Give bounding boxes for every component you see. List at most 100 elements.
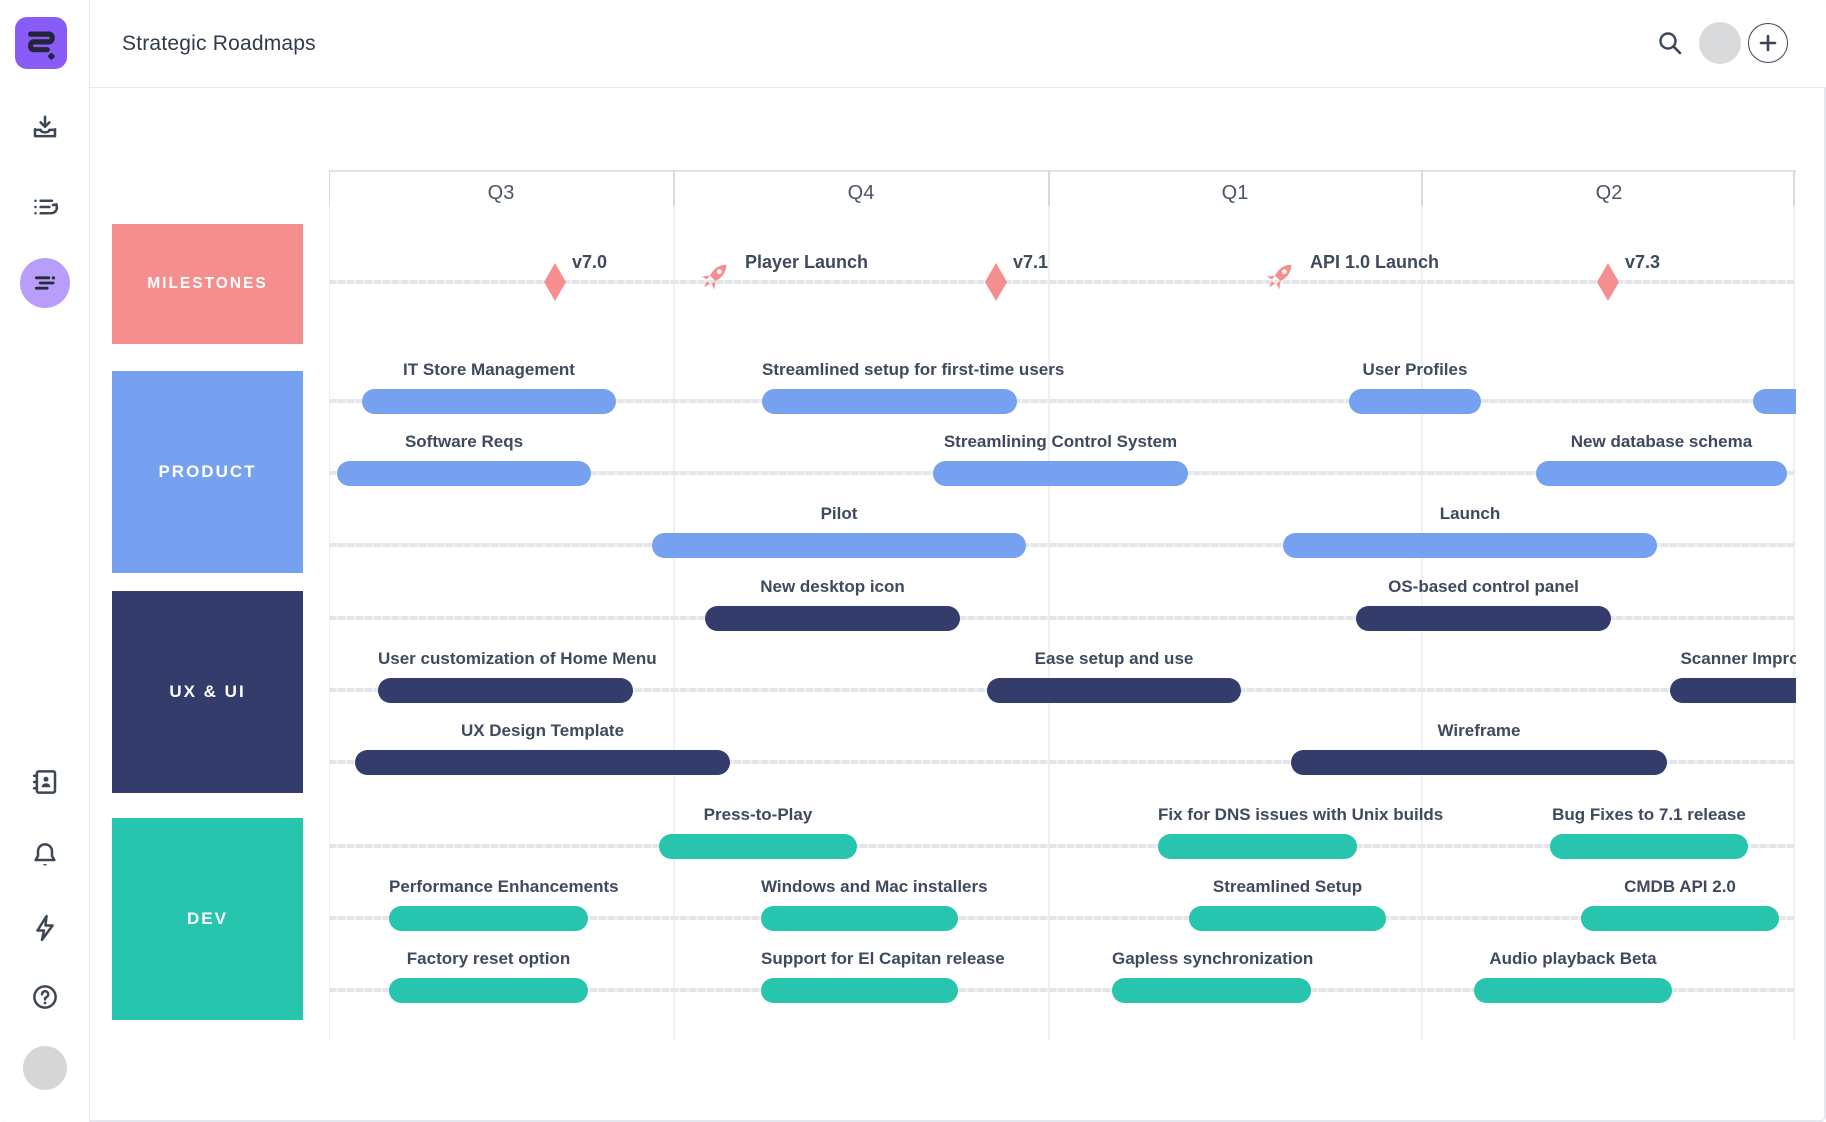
roadmap-bar[interactable] (1581, 906, 1779, 931)
roadmap-bar[interactable] (1356, 606, 1611, 631)
milestone-diamond-icon[interactable] (1597, 263, 1619, 301)
lane-label-milestones[interactable]: MILESTONES (112, 224, 303, 344)
track-line (329, 760, 1796, 764)
bar-label: Audio playback Beta (1489, 949, 1657, 968)
tray-download-icon (33, 115, 57, 138)
roadmap-bar[interactable] (987, 678, 1241, 703)
roadmap-bar[interactable] (355, 750, 730, 775)
roadmap-bar[interactable] (659, 834, 857, 859)
lightning-icon (36, 914, 54, 942)
bar-label: Streamlined Setup (1212, 877, 1363, 896)
roadmap-bar[interactable] (1349, 389, 1481, 414)
bar-label: Press-to-Play (703, 805, 813, 824)
roadmap-bar[interactable] (761, 906, 958, 931)
bar-label: Factory reset option (406, 949, 571, 968)
bell-icon (34, 843, 56, 866)
activity-button[interactable] (29, 912, 61, 944)
bar-label: Bug Fixes to 7.1 release (1552, 805, 1746, 824)
quarter-gridline (1793, 206, 1795, 1040)
roadmap-bar[interactable] (1550, 834, 1748, 859)
search-button[interactable] (1652, 25, 1688, 61)
quarter-tick (1421, 170, 1423, 206)
bar-label: Performance Enhancements (389, 877, 619, 896)
milestone-rocket-icon[interactable] (689, 254, 737, 302)
contacts-button[interactable] (29, 766, 61, 798)
bar-label: Software Reqs (404, 432, 524, 451)
bar-label: Support for El Capitan release (761, 949, 1005, 968)
milestone-diamond-icon[interactable] (544, 263, 566, 301)
help-button[interactable] (29, 981, 61, 1013)
milestone-label: v7.1 (1013, 252, 1049, 272)
roadmap-bar[interactable] (378, 678, 633, 703)
search-icon (1659, 32, 1682, 55)
roadmap-bar[interactable] (933, 461, 1188, 486)
track-line (329, 616, 1796, 620)
top-header (89, 0, 1826, 88)
quarter-label: Q2 (1595, 182, 1623, 204)
track-line (329, 399, 1796, 403)
bar-label: Scanner Impro (1680, 649, 1796, 668)
roadmap-bar[interactable] (652, 533, 1026, 558)
quarter-tick (673, 170, 675, 206)
quarter-label: Q4 (847, 182, 875, 204)
roadmap-bar[interactable] (389, 906, 588, 931)
milestone-label: Player Launch (745, 252, 869, 272)
bar-label: Wireframe (1437, 721, 1521, 740)
track-line (329, 280, 1796, 284)
bar-label: Windows and Mac installers (761, 877, 988, 896)
roadmap-bar[interactable] (389, 978, 588, 1003)
roadmap-bar[interactable] (1158, 834, 1357, 859)
roadmap-bar[interactable] (762, 389, 1017, 414)
lane-label-dev[interactable]: DEV (112, 818, 303, 1020)
bar-label: Fix for DNS issues with Unix builds (1158, 805, 1444, 824)
roadmap-bar[interactable] (337, 461, 591, 486)
question-circle-icon (33, 985, 57, 1009)
milestone-label: v7.0 (572, 252, 608, 272)
lane-label-ux-ui[interactable]: UX & UI (112, 591, 303, 793)
bar-label: Launch (1439, 504, 1501, 523)
bar-label: Gapless synchronization (1112, 949, 1314, 968)
address-book-icon (32, 770, 57, 794)
roadmap-bar[interactable] (362, 389, 616, 414)
roadmap-chart: Q3 Q4 Q1 Q2 v7.0 Player Launch v7.1 API 1.0 Lau… (329, 87, 1796, 1122)
milestone-label: v7.3 (1625, 252, 1661, 272)
roadmap-bar[interactable] (1291, 750, 1667, 775)
bar-label: UX Design Template (460, 721, 625, 740)
bar-label: IT Store Management (403, 360, 575, 379)
bar-label: Ease setup and use (1034, 649, 1194, 668)
roadmap-bar[interactable] (1753, 389, 1796, 414)
add-button[interactable] (1748, 23, 1788, 63)
sidebar (0, 0, 90, 1122)
bar-label: OS-based control panel (1388, 577, 1579, 596)
lane-label-product[interactable]: PRODUCT (112, 371, 303, 573)
roadmunk-squiggle-logo-icon (27, 31, 55, 60)
roadmap-bar[interactable] (1112, 978, 1311, 1003)
sidebar-logo[interactable] (15, 17, 67, 69)
account-avatar[interactable] (1699, 22, 1741, 64)
milestone-rocket-icon[interactable] (1254, 254, 1302, 302)
roadmap-bar[interactable] (1189, 906, 1386, 931)
nav-backlog-button[interactable] (29, 191, 61, 223)
list-return-icon (34, 199, 59, 215)
roadmap-bar[interactable] (1536, 461, 1787, 486)
bar-label: New database schema (1570, 432, 1753, 451)
roadmap-bar[interactable] (1283, 533, 1657, 558)
quarter-tick (329, 170, 330, 206)
notifications-button[interactable] (29, 839, 61, 871)
user-avatar[interactable] (23, 1046, 67, 1090)
nav-roadmaps-button[interactable] (20, 258, 70, 308)
track-line (329, 844, 1796, 848)
roadmap-bar[interactable] (761, 978, 958, 1003)
nav-import-button[interactable] (29, 112, 61, 144)
roadmap-bar[interactable] (1670, 678, 1796, 703)
quarter-tick (1793, 170, 1795, 206)
roadmap-bar[interactable] (705, 606, 960, 631)
track-line (329, 543, 1796, 547)
quarter-gridline (673, 206, 675, 1040)
milestone-diamond-icon[interactable] (985, 263, 1007, 301)
plus-icon (1759, 34, 1777, 52)
roadmap-rows-icon (34, 276, 56, 290)
timeline-top-border (329, 170, 1796, 172)
quarter-gridline (329, 206, 330, 1040)
roadmap-bar[interactable] (1474, 978, 1672, 1003)
